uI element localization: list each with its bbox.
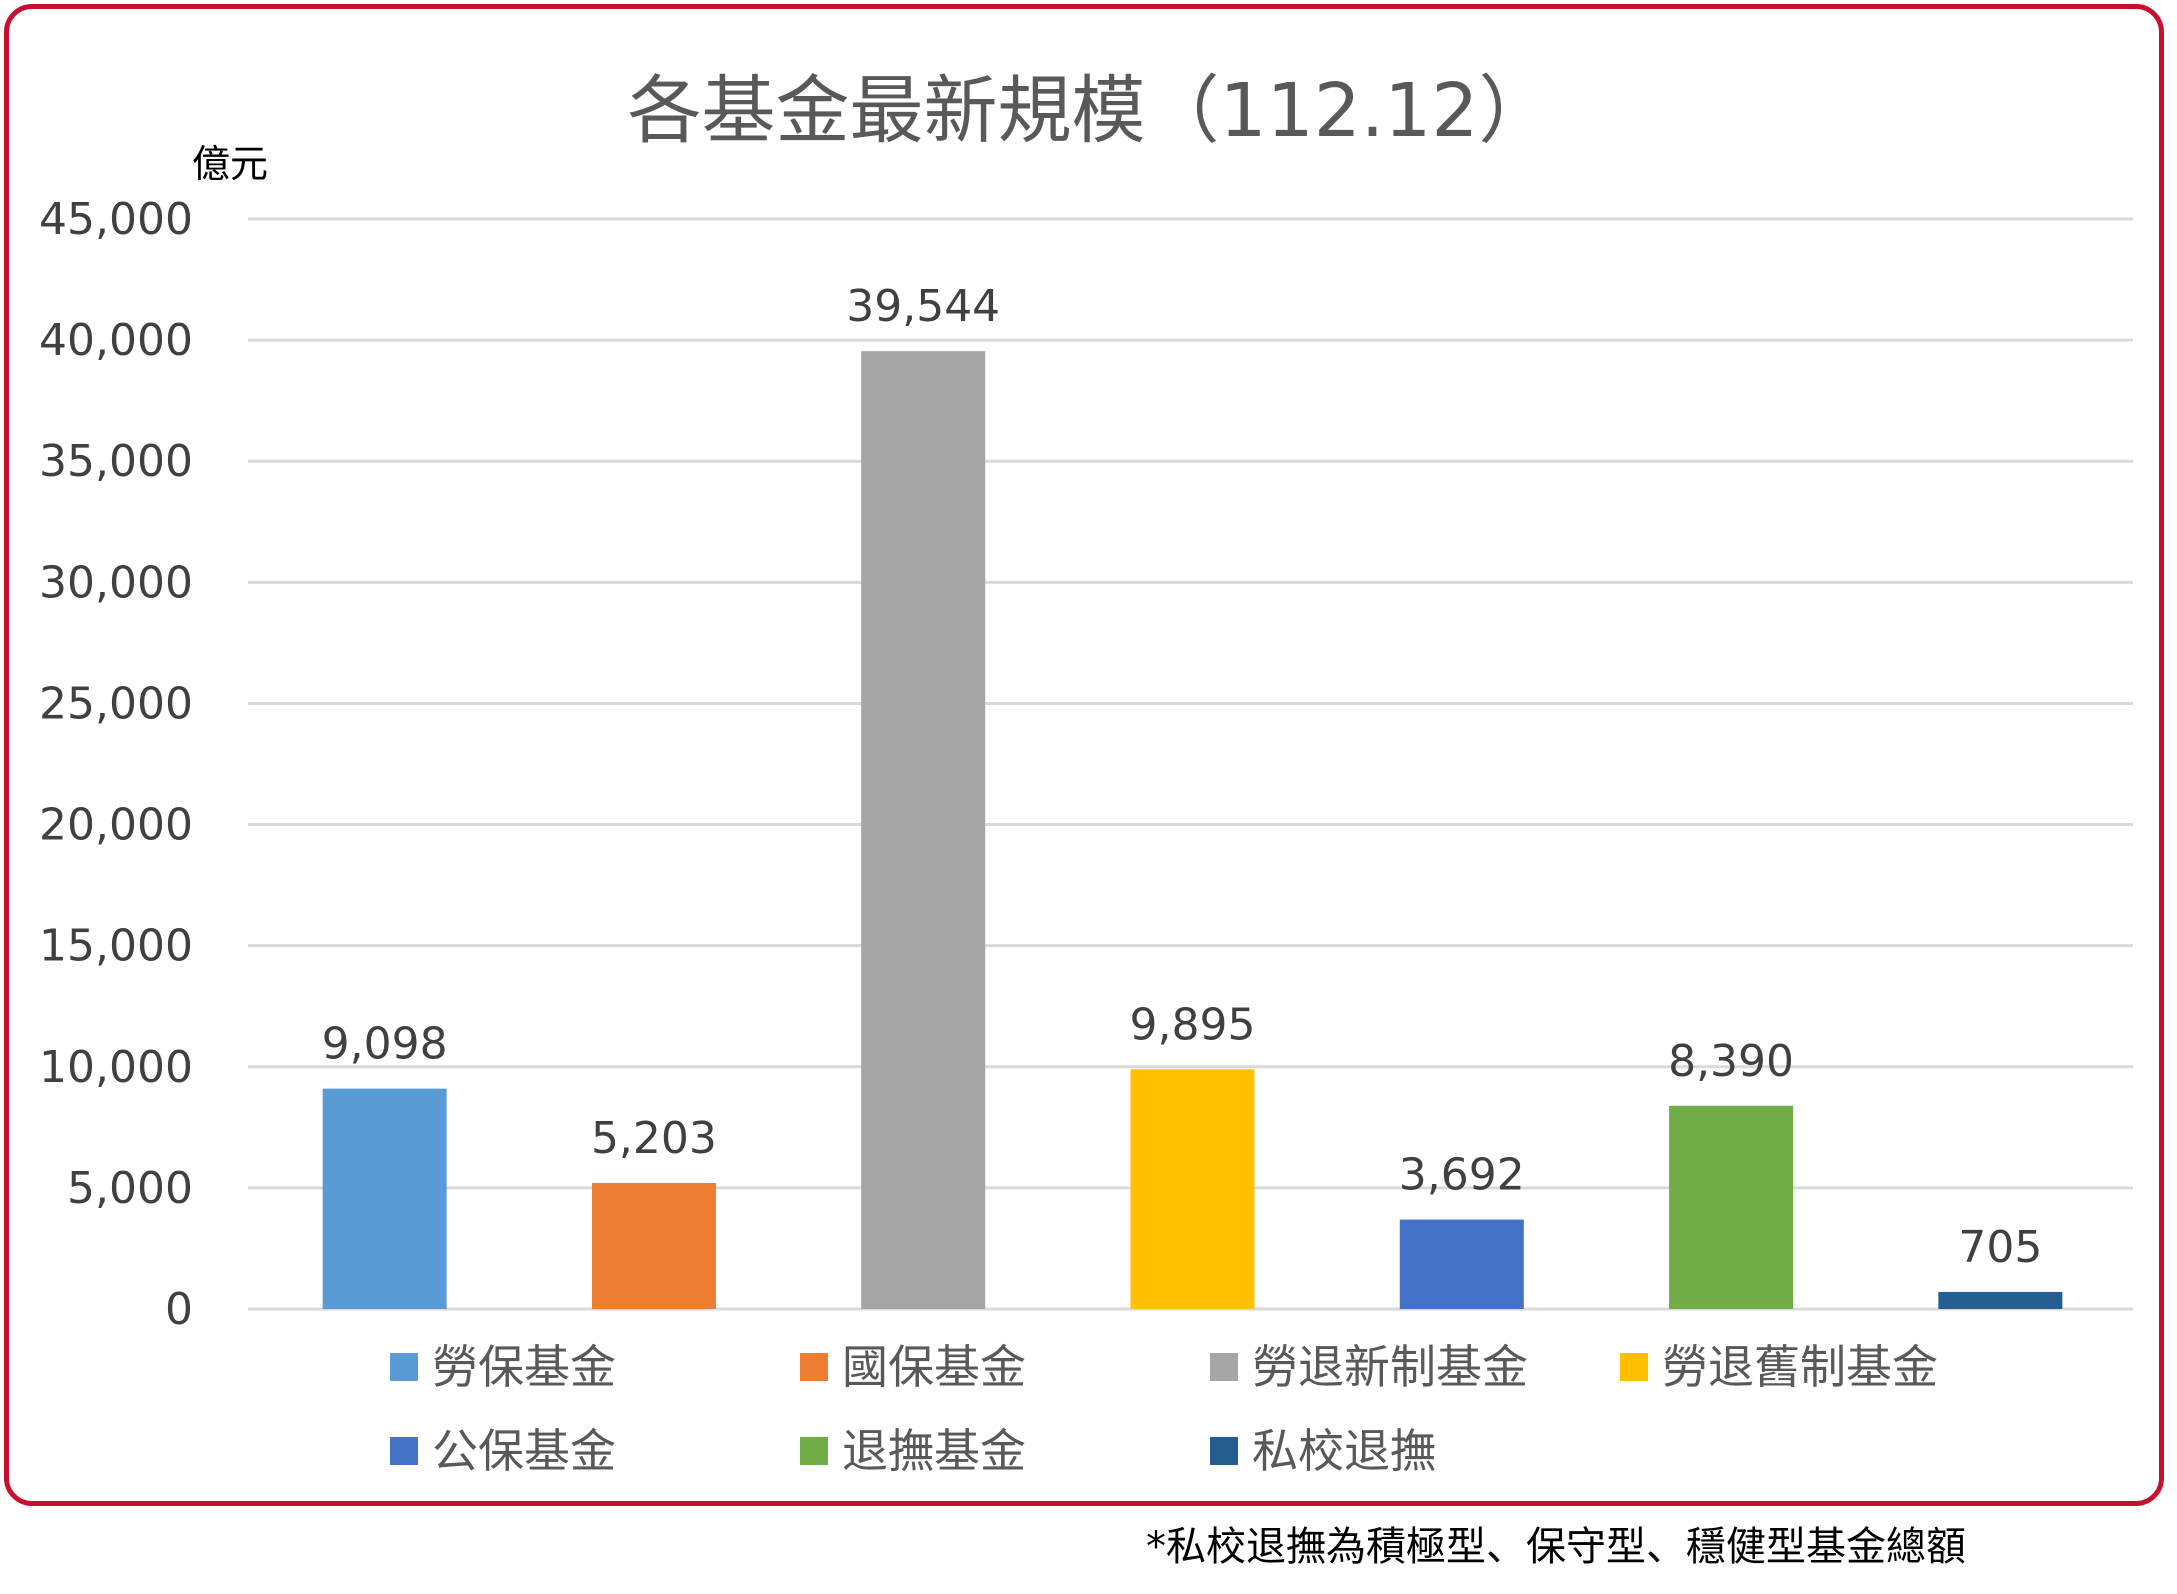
y-tick-label: 5,000: [67, 1163, 193, 1214]
y-tick-label: 35,000: [39, 436, 193, 487]
bar: [1399, 1219, 1524, 1309]
bars: [322, 351, 2063, 1309]
legend-label: 勞退新制基金: [1252, 1340, 1528, 1394]
legend-label: 公保基金: [432, 1424, 616, 1478]
y-tick-label: 20,000: [39, 800, 193, 851]
chart-title: 各基金最新規模（112.12）: [628, 68, 1553, 154]
legend-label: 勞保基金: [432, 1340, 616, 1394]
bar: [322, 1088, 447, 1309]
legend-label: 勞退舊制基金: [1662, 1340, 1938, 1394]
bar: [1130, 1069, 1255, 1309]
legend-item: 公保基金: [390, 1424, 616, 1478]
legend-label: 私校退撫: [1252, 1424, 1436, 1478]
footnote: *私校退撫為積極型、保守型、穩健型基金總額: [1146, 1524, 1966, 1570]
legend-item: 退撫基金: [800, 1424, 1026, 1478]
bar: [591, 1182, 716, 1309]
y-axis-unit-label: 億元: [192, 142, 268, 186]
bar: [861, 351, 986, 1309]
y-tick-label: 30,000: [39, 557, 193, 608]
legend-swatch: [800, 1353, 828, 1381]
legend-swatch: [800, 1437, 828, 1465]
data-label: 9,098: [322, 1019, 448, 1070]
legend-swatch: [1210, 1437, 1238, 1465]
bar: [1938, 1291, 2063, 1309]
y-tick-label: 40,000: [39, 315, 193, 366]
legend-swatch: [1620, 1353, 1648, 1381]
legend-label: 退撫基金: [842, 1424, 1026, 1478]
legend-item: 國保基金: [800, 1340, 1026, 1394]
legend-swatch: [390, 1353, 418, 1381]
data-label: 9,895: [1130, 999, 1256, 1050]
y-tick-label: 25,000: [39, 678, 193, 729]
y-tick-label: 45,000: [39, 194, 193, 245]
data-label: 705: [1958, 1222, 2042, 1273]
data-label: 8,390: [1668, 1036, 1794, 1087]
data-label: 39,544: [846, 281, 1000, 332]
y-tick-label: 10,000: [39, 1042, 193, 1093]
data-labels: 9,098 5,203 39,544 9,895 3,692 8,390 705: [322, 281, 2043, 1273]
y-axis-ticks: 0 5,000 10,000 15,000 20,000 25,000 30,000 35,0…: [39, 194, 193, 1335]
legend-swatch: [1210, 1353, 1238, 1381]
legend-item: 勞退新制基金: [1210, 1340, 1528, 1394]
legend-item: 私校退撫: [1210, 1424, 1436, 1478]
data-label: 5,203: [591, 1113, 717, 1164]
y-tick-label: 15,000: [39, 921, 193, 972]
legend-item: 勞退舊制基金: [1620, 1340, 1938, 1394]
legend-item: 勞保基金: [390, 1340, 616, 1394]
data-label: 3,692: [1399, 1150, 1525, 1201]
gridlines: [248, 217, 2133, 1311]
legend-swatch: [390, 1437, 418, 1465]
y-tick-label: 0: [165, 1284, 193, 1335]
legend-label: 國保基金: [842, 1340, 1026, 1394]
bar: [1669, 1105, 1794, 1309]
